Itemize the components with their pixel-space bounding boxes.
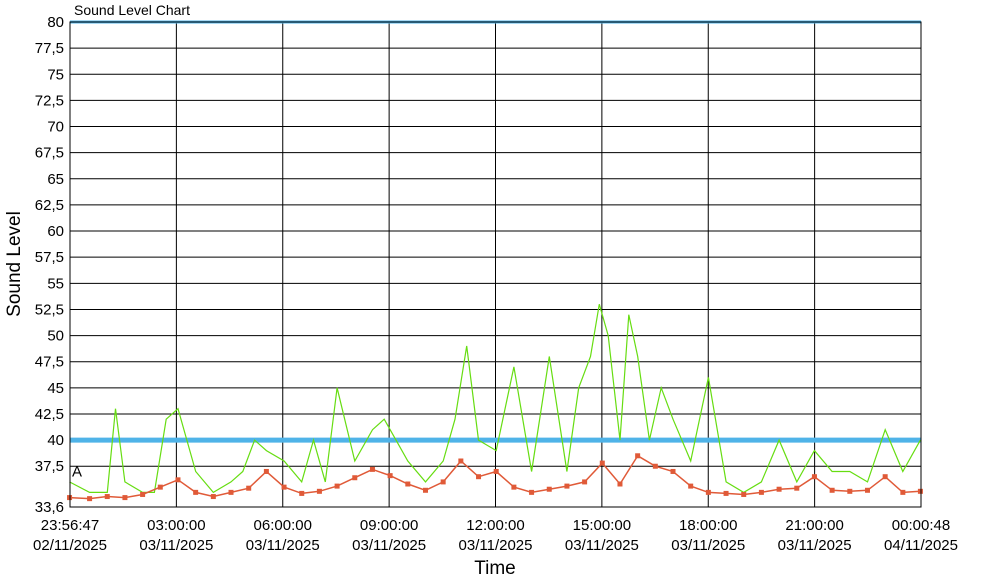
annotation-label: A <box>72 463 82 480</box>
data-point <box>865 488 870 493</box>
y-tick-label: 42,5 <box>35 406 64 423</box>
x-tick-time: 18:00:00 <box>679 517 737 534</box>
data-point <box>511 485 516 490</box>
data-point <box>246 486 251 491</box>
data-point <box>476 474 481 479</box>
y-tick-label: 70 <box>47 119 64 136</box>
x-tick-date: 03/11/2025 <box>565 537 639 554</box>
data-point <box>193 490 198 495</box>
x-tick-time: 15:00:00 <box>573 517 631 534</box>
data-point <box>794 486 799 491</box>
y-tick-label: 65 <box>47 171 64 188</box>
y-axis-ticks: 80 77,5 75 72,5 70 67,5 65 62,5 60 57,5 55 52,5 50 47… <box>35 14 64 516</box>
x-tick-time: 12:00:00 <box>466 517 524 534</box>
data-point <box>317 489 322 494</box>
data-point <box>883 474 888 479</box>
data-point <box>600 461 605 466</box>
y-tick-label: 77,5 <box>35 40 64 57</box>
y-tick-label: 72,5 <box>35 92 64 109</box>
y-tick-label: 75 <box>47 66 64 83</box>
x-tick-time: 23:56:47 <box>41 517 99 534</box>
data-point <box>264 469 269 474</box>
y-tick-label: 60 <box>47 223 64 240</box>
y-tick-label: 50 <box>47 328 64 345</box>
y-tick-label: 45 <box>47 380 64 397</box>
data-point <box>671 469 676 474</box>
data-point <box>635 453 640 458</box>
data-point <box>688 484 693 489</box>
data-point <box>724 491 729 496</box>
y-tick-label: 33,6 <box>35 499 64 516</box>
data-point <box>352 475 357 480</box>
data-point <box>617 482 622 487</box>
data-point <box>370 467 375 472</box>
data-point <box>582 479 587 484</box>
data-point <box>122 495 127 500</box>
x-tick-time: 09:00:00 <box>360 517 418 534</box>
data-point <box>335 484 340 489</box>
data-point <box>547 487 552 492</box>
x-tick-date: 03/11/2025 <box>459 537 533 554</box>
x-tick-date: 03/11/2025 <box>139 537 213 554</box>
y-tick-label: 80 <box>47 14 64 31</box>
x-tick-time: 03:00:00 <box>147 517 205 534</box>
series-layer <box>67 22 923 501</box>
data-point <box>777 487 782 492</box>
x-tick-date: 02/11/2025 <box>33 537 107 554</box>
data-point <box>158 485 163 490</box>
data-point <box>405 482 410 487</box>
chart-title: Sound Level Chart <box>74 2 190 18</box>
y-tick-label: 52,5 <box>35 301 64 318</box>
data-point <box>105 494 110 499</box>
x-tick-date: 03/11/2025 <box>352 537 426 554</box>
data-point <box>900 490 905 495</box>
data-point <box>211 494 216 499</box>
data-point <box>282 485 287 490</box>
data-point <box>564 484 569 489</box>
y-tick-label: 37,5 <box>35 458 64 475</box>
data-point <box>812 474 817 479</box>
data-point <box>830 488 835 493</box>
data-point <box>741 492 746 497</box>
x-tick-date: 03/11/2025 <box>671 537 745 554</box>
y-tick-label: 47,5 <box>35 354 64 371</box>
x-tick-time: 06:00:00 <box>254 517 312 534</box>
y-tick-label: 62,5 <box>35 197 64 214</box>
x-axis-title: Time <box>474 558 516 579</box>
data-point <box>653 464 658 469</box>
data-point <box>847 489 852 494</box>
x-tick-date: 03/11/2025 <box>778 537 852 554</box>
series-line-max <box>70 304 921 492</box>
data-point <box>299 491 304 496</box>
y-tick-label: 67,5 <box>35 145 64 162</box>
data-point <box>918 489 923 494</box>
y-axis-title: Sound Level <box>4 211 25 317</box>
data-point <box>441 479 446 484</box>
data-point <box>458 459 463 464</box>
plot-grid <box>70 22 921 507</box>
data-point <box>423 488 428 493</box>
data-point <box>175 477 180 482</box>
x-axis-ticks: 23:56:47 02/11/2025 03:00:00 03/11/2025 06:0… <box>33 517 958 554</box>
data-point <box>87 496 92 501</box>
y-tick-label: 40 <box>47 432 64 449</box>
x-tick-time: 00:00:48 <box>892 517 950 534</box>
data-point <box>529 490 534 495</box>
x-tick-date: 03/11/2025 <box>246 537 320 554</box>
data-point <box>494 469 499 474</box>
y-tick-label: 55 <box>47 275 64 292</box>
data-point <box>388 473 393 478</box>
y-tick-label: 57,5 <box>35 249 64 266</box>
data-point <box>140 492 145 497</box>
x-tick-date: 04/11/2025 <box>884 537 958 554</box>
data-point <box>759 490 764 495</box>
data-point <box>229 490 234 495</box>
data-point <box>706 490 711 495</box>
x-tick-time: 21:00:00 <box>785 517 843 534</box>
